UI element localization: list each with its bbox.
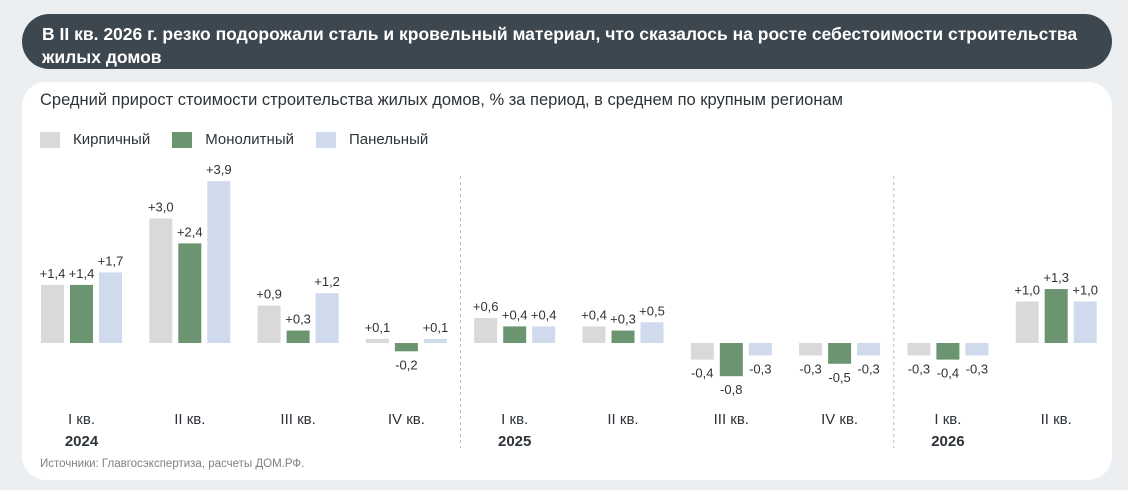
bar-2-1 [70, 284, 93, 343]
legend-label-brick: Кирпичный [73, 131, 151, 148]
bar-3-2 [207, 181, 231, 343]
category-label-7: III кв. [714, 411, 749, 428]
bar-2-3 [286, 330, 310, 343]
bar-2-10 [1044, 289, 1068, 343]
data-label-2-9: -0,4 [937, 366, 959, 381]
category-label-6: II кв. [607, 411, 638, 428]
chart-title: Средний прирост стоимости строительства … [40, 91, 843, 109]
bar-2-5 [503, 326, 527, 343]
bar-1-5 [474, 318, 498, 343]
category-label-2: II кв. [174, 411, 205, 428]
data-label-1-6: +0,4 [581, 307, 607, 322]
data-label-2-2: +2,4 [177, 224, 203, 239]
data-label-3-2: +3,9 [206, 162, 232, 177]
data-label-1-7: -0,4 [691, 366, 713, 381]
year-label-1: 2024 [65, 433, 99, 450]
bar-2-7 [719, 343, 743, 377]
category-label-9: I кв. [934, 411, 961, 428]
data-label-3-6: +0,5 [639, 303, 665, 318]
headline-text: В II кв. 2026 г. резко подорожали сталь … [42, 24, 1078, 67]
data-label-3-8: -0,3 [857, 361, 879, 376]
bar-1-6 [582, 326, 606, 343]
bar-3-10 [1073, 301, 1097, 343]
legend-swatch-monolithic [172, 131, 193, 148]
bar-3-3 [315, 293, 339, 343]
bar-2-4 [394, 343, 418, 352]
bar-3-4 [423, 338, 447, 343]
headline-banner: В II кв. 2026 г. резко подорожали сталь … [22, 14, 1112, 69]
bar-1-1 [41, 284, 64, 343]
bar-3-7 [748, 343, 772, 356]
bar-2-9 [936, 343, 960, 360]
data-label-1-5: +0,6 [473, 299, 499, 314]
data-label-1-2: +3,0 [148, 200, 174, 215]
category-label-4: IV кв. [388, 411, 425, 428]
data-label-3-1: +1,7 [98, 253, 124, 268]
data-label-2-4: -0,2 [395, 357, 417, 372]
category-label-3: III кв. [280, 411, 315, 428]
bar-1-4 [365, 338, 389, 343]
bar-1-9 [907, 343, 931, 356]
category-label-10: II кв. [1041, 411, 1072, 428]
data-label-2-6: +0,3 [610, 312, 636, 327]
bar-2-2 [178, 243, 202, 343]
year-label-2: 2025 [498, 433, 531, 450]
data-label-2-8: -0,5 [828, 370, 850, 385]
data-label-1-1: +1,4 [40, 266, 66, 281]
bar-1-2 [149, 218, 173, 343]
data-label-2-3: +0,3 [285, 312, 311, 327]
bar-3-5 [532, 326, 556, 343]
data-label-1-10: +1,0 [1014, 283, 1040, 298]
data-label-2-7: -0,8 [720, 382, 742, 397]
data-label-3-4: +0,1 [423, 320, 449, 335]
bar-2-8 [828, 343, 852, 364]
bar-1-3 [257, 305, 281, 343]
data-label-3-7: -0,3 [749, 361, 771, 376]
bar-1-7 [690, 343, 714, 360]
bar-1-8 [799, 343, 823, 356]
category-label-1: I кв. [68, 411, 95, 428]
bar-3-6 [640, 322, 664, 343]
data-label-3-5: +0,4 [531, 307, 557, 322]
legend-swatch-panel [315, 131, 336, 148]
bar-1-10 [1015, 301, 1039, 343]
data-label-1-3: +0,9 [256, 287, 282, 302]
legend-item-panel: Панельный [315, 131, 429, 148]
bar-3-1 [99, 272, 122, 343]
data-label-3-10: +1,0 [1072, 283, 1098, 298]
data-label-3-9: -0,3 [966, 361, 988, 376]
legend-label-monolithic: Монолитный [205, 131, 294, 148]
bar-2-6 [611, 330, 635, 343]
bar-3-8 [857, 343, 881, 356]
data-label-2-10: +1,3 [1043, 270, 1069, 285]
data-label-3-3: +1,2 [314, 274, 340, 289]
year-label-3: 2026 [931, 433, 964, 450]
data-label-2-1: +1,4 [69, 266, 95, 281]
legend-item-brick: Кирпичный [40, 131, 150, 148]
legend-swatch-brick [40, 131, 60, 148]
data-label-2-5: +0,4 [502, 307, 528, 322]
data-label-1-4: +0,1 [365, 320, 391, 335]
chart-legend: Кирпичный Монолитный Панельный [40, 131, 450, 148]
bar-3-9 [965, 343, 989, 356]
category-label-8: IV кв. [821, 411, 858, 428]
legend-label-panel: Панельный [348, 131, 429, 148]
source-note: Источники: Главгосэкспертиза, расчеты ДО… [40, 458, 305, 470]
chart-panel [22, 82, 1112, 480]
legend-item-monolithic: Монолитный [172, 131, 294, 148]
data-label-1-9: -0,3 [908, 361, 930, 376]
data-label-1-8: -0,3 [799, 361, 821, 376]
category-label-5: I кв. [501, 411, 528, 428]
